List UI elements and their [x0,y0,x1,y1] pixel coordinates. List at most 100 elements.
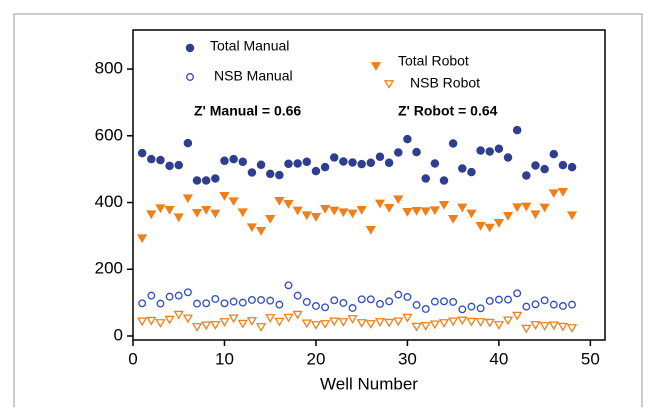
point [448,215,459,224]
annotation: Z' Manual = 0.66 [194,103,301,119]
point [229,154,238,164]
x-tick-label: 50 [581,349,600,368]
point [449,298,458,306]
point [257,296,266,304]
point [301,211,312,221]
point [201,321,212,331]
point [467,302,476,311]
point [485,297,494,305]
point [156,155,165,165]
point [557,322,569,332]
point [539,322,550,331]
point [310,321,322,330]
point [402,313,413,323]
point [466,209,477,219]
point [502,316,514,326]
point [458,305,467,314]
point [457,203,468,213]
y-tick-label: 800 [95,59,123,78]
point [485,147,494,156]
point [220,299,229,308]
point [246,317,258,326]
point [310,213,322,222]
point [329,206,340,216]
point [146,210,157,220]
point [484,223,495,233]
point [566,211,578,221]
point [430,159,440,168]
point [164,206,175,215]
point [311,166,321,176]
x-tick-label: 40 [489,349,508,368]
y-tick-label: 200 [95,259,123,278]
point [476,304,485,313]
point [228,197,239,207]
point [274,317,285,327]
point [448,317,459,327]
point [256,160,266,170]
point [512,203,523,213]
point [237,208,248,218]
point [284,159,293,169]
point [548,321,559,331]
point [374,199,386,209]
point [202,299,211,308]
point [512,311,523,321]
point [164,315,175,325]
point [137,317,148,327]
point [384,158,394,168]
point [504,295,512,304]
point [338,208,349,218]
point [219,318,230,327]
point [420,322,431,331]
y-tick-label: 0 [114,325,123,344]
point [412,301,421,309]
point [228,314,239,324]
x-tick-label: 0 [128,349,137,368]
point [493,219,505,228]
point [247,168,257,177]
point [292,310,303,320]
point [530,321,541,330]
point [191,209,203,218]
point [229,297,238,306]
point [255,227,267,236]
point [210,209,221,219]
point [394,290,403,299]
point [283,200,294,209]
point [275,170,284,180]
point [531,300,540,309]
point [502,212,514,221]
y-tick-label: 600 [95,125,123,144]
point [182,194,194,204]
point [421,305,430,313]
point [475,318,486,327]
point [192,176,202,185]
point [493,321,505,330]
point [403,134,412,144]
point [385,297,394,306]
point [147,154,156,164]
point [439,176,449,185]
point [539,203,550,213]
point [348,304,357,312]
point [522,171,531,180]
legend-marker [186,73,194,81]
point [540,296,549,305]
point [301,319,312,329]
legend-label: NSB Manual [214,68,293,84]
point [329,317,340,327]
point [265,169,275,179]
legend-label: Total Robot [398,53,469,69]
point [311,302,320,310]
point [137,148,147,158]
point [147,291,156,300]
point [438,319,450,328]
annotation: Z' Robot = 0.64 [398,103,498,119]
point [293,159,302,168]
point [347,315,358,324]
point [402,208,413,217]
point [466,317,477,327]
point [275,300,284,309]
point [211,174,220,183]
